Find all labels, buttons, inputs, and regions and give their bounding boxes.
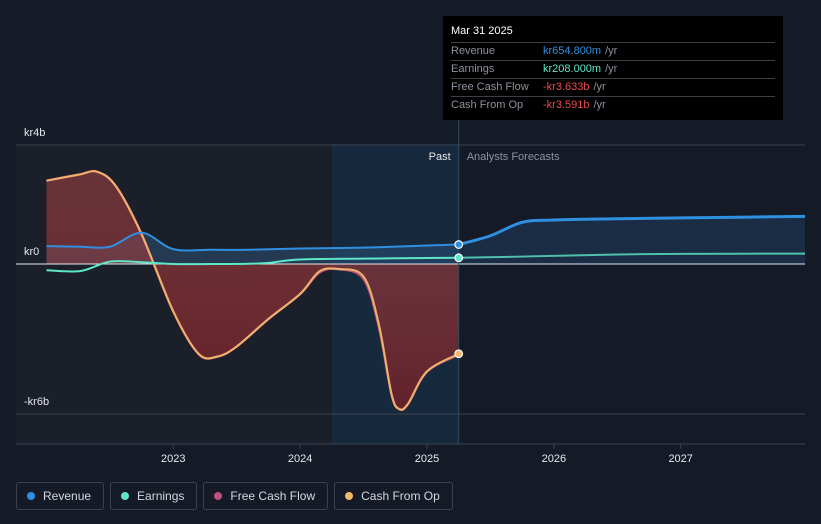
legend-label: Revenue — [43, 489, 92, 503]
earnings-line — [46, 256, 459, 273]
chart-legend: Revenue Earnings Free Cash Flow Cash Fro… — [16, 482, 453, 510]
free-cash-flow-dot-icon — [214, 492, 223, 500]
tooltip-value: kr208.000m — [543, 63, 602, 75]
earnings-dot-icon — [121, 492, 130, 500]
past-label: Past — [429, 151, 451, 163]
tooltip-row-earnings: Earnings kr208.000m /yr — [451, 61, 775, 79]
tooltip-row-revenue: Revenue kr654.800m /yr — [451, 43, 775, 61]
tooltip-label: Free Cash Flow — [451, 81, 529, 93]
forecast-label: Analysts Forecasts — [467, 151, 560, 163]
x-tick-label: 2024 — [288, 453, 312, 465]
legend-label: Free Cash Flow — [230, 489, 316, 503]
earnings-forecast-line — [458, 252, 806, 259]
legend-item-earnings[interactable]: Earnings — [110, 482, 198, 510]
y-tick-label: kr4b — [24, 127, 45, 139]
legend-item-cash-from-op[interactable]: Cash From Op — [334, 482, 453, 510]
y-tick-label: -kr6b — [24, 396, 49, 408]
revenue-dot-icon — [27, 492, 35, 500]
legend-item-free-cash-flow[interactable]: Free Cash Flow — [203, 482, 329, 510]
revenue-forecast-area — [458, 216, 805, 264]
tooltip-unit: /yr — [605, 63, 618, 75]
tooltip-unit: /yr — [605, 45, 618, 57]
cash-from-op-line — [46, 170, 460, 411]
x-tick-label: 2027 — [668, 453, 692, 465]
x-tick-label: 2023 — [161, 453, 185, 465]
legend-label: Cash From Op — [361, 489, 440, 503]
tooltip-value: -kr3.633b — [543, 81, 590, 93]
tooltip-value: kr654.800m — [543, 45, 602, 57]
legend-label: Earnings — [137, 489, 185, 503]
tooltip-label: Earnings — [451, 63, 495, 75]
tooltip-value: -kr3.591b — [543, 99, 590, 111]
tooltip-row-free-cash-flow: Free Cash Flow -kr3.633b /yr — [451, 79, 775, 97]
earnings-marker — [454, 253, 464, 263]
revenue-marker — [454, 240, 464, 249]
x-tick-label: 2026 — [542, 453, 566, 465]
y-tick-label: kr0 — [24, 246, 39, 258]
revenue-line — [46, 231, 459, 252]
tooltip-unit: /yr — [593, 81, 606, 93]
data-tooltip: Mar 31 2025 Revenue kr654.800m /yr Earni… — [443, 16, 783, 120]
cash-from-op-marker — [454, 349, 464, 359]
tooltip-label: Cash From Op — [451, 99, 524, 111]
tooltip-date: Mar 31 2025 — [451, 24, 775, 43]
x-tick-label: 2025 — [415, 453, 439, 465]
legend-item-revenue[interactable]: Revenue — [16, 482, 105, 510]
revenue-forecast-line — [458, 214, 806, 246]
tooltip-row-cash-from-op: Cash From Op -kr3.591b /yr — [451, 97, 775, 114]
cash-from-op-area — [46, 171, 459, 410]
tooltip-label: Revenue — [451, 45, 496, 57]
cash-from-op-dot-icon — [345, 492, 354, 500]
tooltip-unit: /yr — [593, 99, 606, 111]
